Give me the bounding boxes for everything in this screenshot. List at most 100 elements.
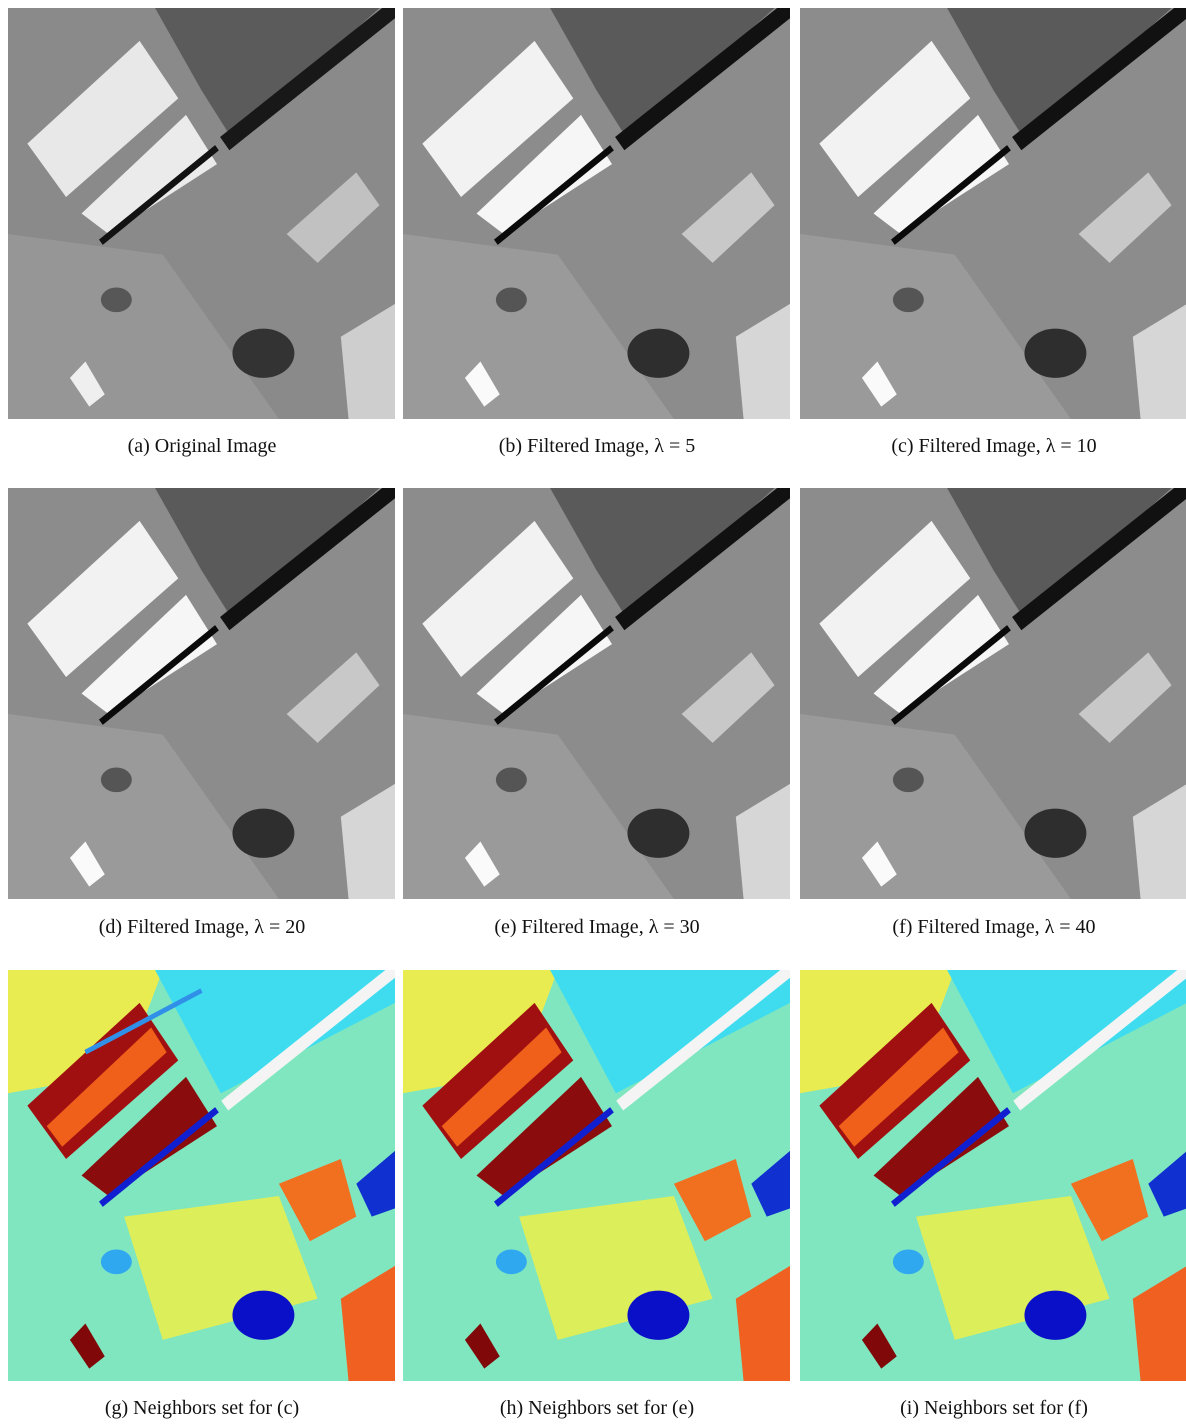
blue-patch xyxy=(1148,1151,1186,1217)
structure xyxy=(1078,652,1172,743)
tree-blob xyxy=(232,808,295,858)
roof-2 xyxy=(476,594,612,715)
cyan-region xyxy=(155,970,395,1094)
orange-roof-1 xyxy=(838,1027,959,1147)
panel-image xyxy=(8,8,395,419)
road-shadow xyxy=(220,8,395,151)
roof-shadow xyxy=(890,145,1011,245)
pond xyxy=(495,287,527,313)
cyan-region xyxy=(550,970,790,1094)
blue-patch xyxy=(751,1150,790,1217)
caption: (b) Filtered Image, λ = 5 xyxy=(498,435,696,457)
red-small xyxy=(69,1323,105,1369)
roof-2 xyxy=(476,114,612,235)
small-roof xyxy=(861,361,897,407)
tree-blob xyxy=(232,328,295,378)
roof-1 xyxy=(422,40,574,198)
panel-image xyxy=(800,970,1186,1381)
light-blue-blob xyxy=(495,1249,527,1275)
structure xyxy=(681,172,775,263)
roof-1 xyxy=(422,520,574,678)
orange-patch xyxy=(1070,1159,1149,1242)
caption: (g) Neighbors set for (c) xyxy=(104,1397,300,1419)
bright-patch xyxy=(735,303,790,419)
dark-lot xyxy=(550,8,775,140)
dark-lot xyxy=(947,8,1172,140)
structure xyxy=(681,652,775,743)
roof-shadow xyxy=(98,145,219,245)
pond xyxy=(892,767,924,793)
tree-blob xyxy=(627,328,690,378)
road-shadow xyxy=(1012,488,1186,631)
structure xyxy=(286,652,380,743)
road-shadow xyxy=(220,488,395,631)
bright-patch xyxy=(340,303,395,419)
cyan-region xyxy=(947,970,1186,1094)
blue-shadow xyxy=(890,1107,1011,1207)
caption: (h) Neighbors set for (e) xyxy=(499,1397,695,1419)
caption: (c) Filtered Image, λ = 10 xyxy=(891,435,1097,457)
caption: (a) Original Image xyxy=(127,435,277,457)
orange-corner xyxy=(1132,1266,1186,1381)
red-roof-2 xyxy=(81,1076,217,1197)
pond xyxy=(100,287,132,313)
roof-1 xyxy=(27,40,179,198)
white-road xyxy=(616,970,790,1111)
bright-patch xyxy=(735,783,790,899)
small-roof xyxy=(861,841,897,887)
roof-shadow xyxy=(493,625,614,725)
dark-lot xyxy=(155,488,380,620)
orange-roof-1 xyxy=(441,1027,562,1147)
caption: (i) Neighbors set for (f) xyxy=(900,1397,1088,1419)
road-shadow xyxy=(615,8,790,151)
roof-shadow xyxy=(493,145,614,245)
panel-image xyxy=(403,488,790,899)
roof-1 xyxy=(27,520,179,678)
roof-2 xyxy=(81,114,217,235)
blue-blob xyxy=(1024,1290,1087,1340)
roof-2 xyxy=(873,594,1009,715)
white-road xyxy=(1013,970,1186,1111)
red-small xyxy=(861,1323,897,1369)
red-roof-2 xyxy=(476,1076,612,1197)
panel-image xyxy=(800,8,1186,419)
roof-1 xyxy=(819,40,971,198)
panel-image xyxy=(403,8,790,419)
light-blue-blob xyxy=(892,1249,924,1275)
panel-image xyxy=(8,488,395,899)
blue-blob xyxy=(232,1290,295,1340)
bright-patch xyxy=(340,783,395,899)
pond xyxy=(495,767,527,793)
caption: (e) Filtered Image, λ = 30 xyxy=(494,916,700,938)
orange-patch xyxy=(278,1159,357,1242)
roof-2 xyxy=(873,114,1009,235)
small-roof xyxy=(69,841,105,887)
red-roof-2 xyxy=(873,1076,1009,1197)
red-small xyxy=(464,1323,500,1369)
pond xyxy=(100,767,132,793)
white-road xyxy=(221,970,395,1111)
blue-shadow xyxy=(98,1107,219,1207)
panel-image xyxy=(403,970,790,1381)
structure xyxy=(1078,172,1172,263)
small-roof xyxy=(464,841,500,887)
tree-blob xyxy=(627,808,690,858)
orange-corner xyxy=(735,1265,790,1381)
roof-1 xyxy=(819,520,971,678)
caption: (f) Filtered Image, λ = 40 xyxy=(892,916,1096,938)
panel-image xyxy=(8,970,395,1381)
blue-streak xyxy=(84,988,203,1055)
roof-shadow xyxy=(890,625,1011,725)
dark-lot xyxy=(550,488,775,620)
caption: (d) Filtered Image, λ = 20 xyxy=(98,916,306,938)
roof-shadow xyxy=(98,625,219,725)
structure xyxy=(286,172,380,263)
blue-shadow xyxy=(493,1107,614,1207)
panel-image xyxy=(800,488,1186,899)
small-roof xyxy=(69,361,105,407)
road-shadow xyxy=(615,488,790,631)
orange-patch xyxy=(673,1159,752,1242)
bright-patch xyxy=(1132,784,1186,899)
dark-lot xyxy=(155,8,380,140)
